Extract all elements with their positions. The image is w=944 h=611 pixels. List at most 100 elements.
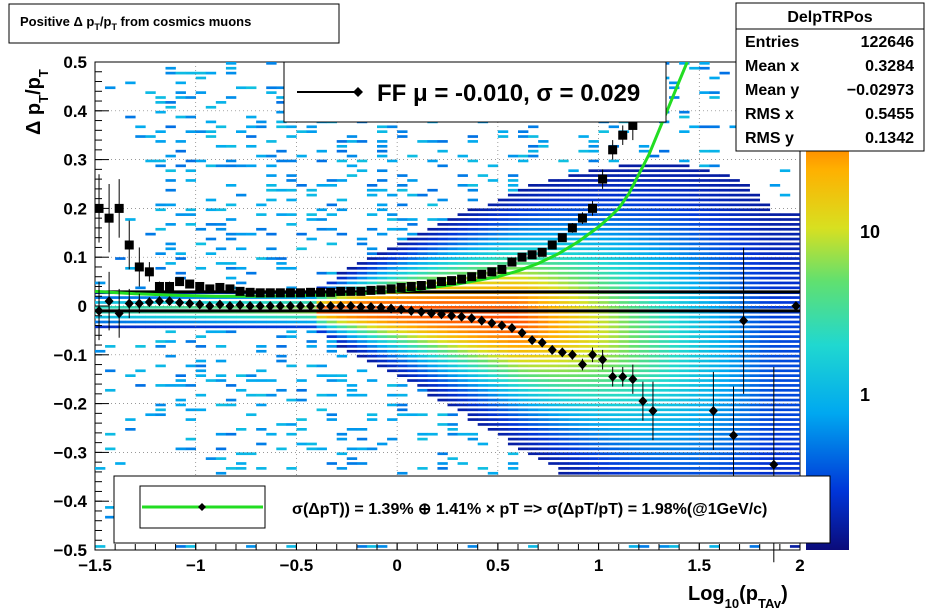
data-point-square (316, 287, 326, 297)
heat-cell (638, 354, 650, 358)
heat-cell (528, 301, 539, 304)
heat-cell (598, 413, 609, 417)
heat-cell (669, 398, 680, 402)
heat-cell (518, 359, 529, 363)
heat-cell (467, 432, 479, 436)
heat-cell (699, 237, 710, 241)
heat-cell (769, 418, 781, 421)
heat-cell (205, 135, 217, 138)
heat-cell (336, 335, 348, 338)
heat-cell (236, 232, 247, 236)
heat-cell (669, 437, 680, 441)
heat-cell (729, 388, 740, 392)
heat-cell (759, 452, 771, 456)
data-point-diamond (336, 301, 346, 311)
heat-cell (115, 257, 126, 260)
heat-cell (598, 232, 609, 236)
heat-cell (709, 354, 720, 358)
heat-cell (568, 447, 579, 451)
heat-cell (568, 174, 579, 177)
heat-cell (759, 320, 771, 324)
heat-cell (477, 227, 489, 231)
heat-cell (497, 432, 509, 436)
heat-cell (648, 218, 660, 221)
heat-cell (679, 393, 690, 397)
heat-cell (779, 301, 791, 304)
heat-cell (709, 315, 720, 319)
heat-cell (648, 237, 660, 241)
heat-cell (286, 320, 297, 324)
heat-cell (779, 462, 791, 465)
heat-cell (427, 188, 438, 192)
heat-cell (779, 276, 791, 280)
heat-cell (225, 403, 237, 407)
data-point-square (507, 257, 517, 267)
heat-cell (618, 164, 630, 168)
heat-cell (628, 428, 640, 431)
heat-cell (739, 203, 750, 207)
heat-cell (397, 320, 408, 324)
heat-cell (608, 467, 620, 470)
heat-cell (659, 266, 670, 270)
heat-cell (769, 242, 781, 246)
heat-cell (538, 262, 549, 265)
heat-cell (548, 315, 559, 319)
heat-cell (296, 325, 307, 329)
heat-cell (679, 364, 690, 368)
stats-label: Mean y (745, 82, 799, 99)
heat-cell (709, 398, 720, 402)
heat-cell (457, 232, 468, 236)
heat-cell (205, 120, 217, 124)
heat-cell (789, 271, 800, 275)
heat-cell (568, 369, 579, 373)
heat-cell (558, 213, 569, 216)
heat-cell (638, 169, 650, 173)
heat-cell (608, 286, 620, 290)
heat-cell (256, 213, 267, 216)
heat-cell (729, 237, 740, 241)
heat-cell (125, 320, 136, 324)
heat-cell (155, 159, 166, 163)
heat-cell (497, 213, 509, 216)
heat-cell (568, 179, 579, 182)
heat-cell (356, 242, 368, 246)
heat-cell (538, 301, 549, 304)
heat-cell (789, 276, 800, 280)
heat-cell (195, 296, 207, 299)
heat-cell (588, 286, 599, 290)
heat-cell (346, 428, 358, 431)
heat-cell (397, 408, 408, 412)
heat-cell (699, 335, 710, 338)
heat-cell (679, 442, 690, 446)
heat-cell (457, 213, 468, 216)
heat-cell (457, 242, 468, 246)
heat-cell (789, 335, 800, 338)
heat-cell (528, 364, 539, 368)
heat-cell (175, 296, 186, 299)
heat-cell (336, 281, 348, 285)
heat-cell (518, 135, 529, 138)
heat-cell (487, 369, 499, 373)
heat-cell (638, 462, 650, 465)
heat-cell (618, 393, 630, 397)
heat-cell (709, 179, 720, 182)
data-point-square (205, 284, 215, 294)
heat-cell (417, 262, 428, 265)
heat-cell (729, 335, 740, 338)
heat-cell (689, 179, 700, 182)
heat-cell (236, 388, 247, 392)
heat-cell (427, 252, 438, 255)
heat-cell (377, 359, 388, 363)
heat-cell (669, 203, 680, 207)
heat-cell (417, 374, 428, 377)
heat-cell (739, 428, 750, 431)
heat-cell (225, 232, 237, 236)
heat-cell (638, 452, 650, 456)
heat-cell (377, 266, 388, 270)
heat-cell (598, 242, 609, 246)
heat-cell (618, 335, 630, 338)
heat-cell (689, 218, 700, 221)
heat-cell (286, 325, 297, 329)
heat-cell (407, 369, 418, 373)
heat-cell (729, 330, 740, 334)
